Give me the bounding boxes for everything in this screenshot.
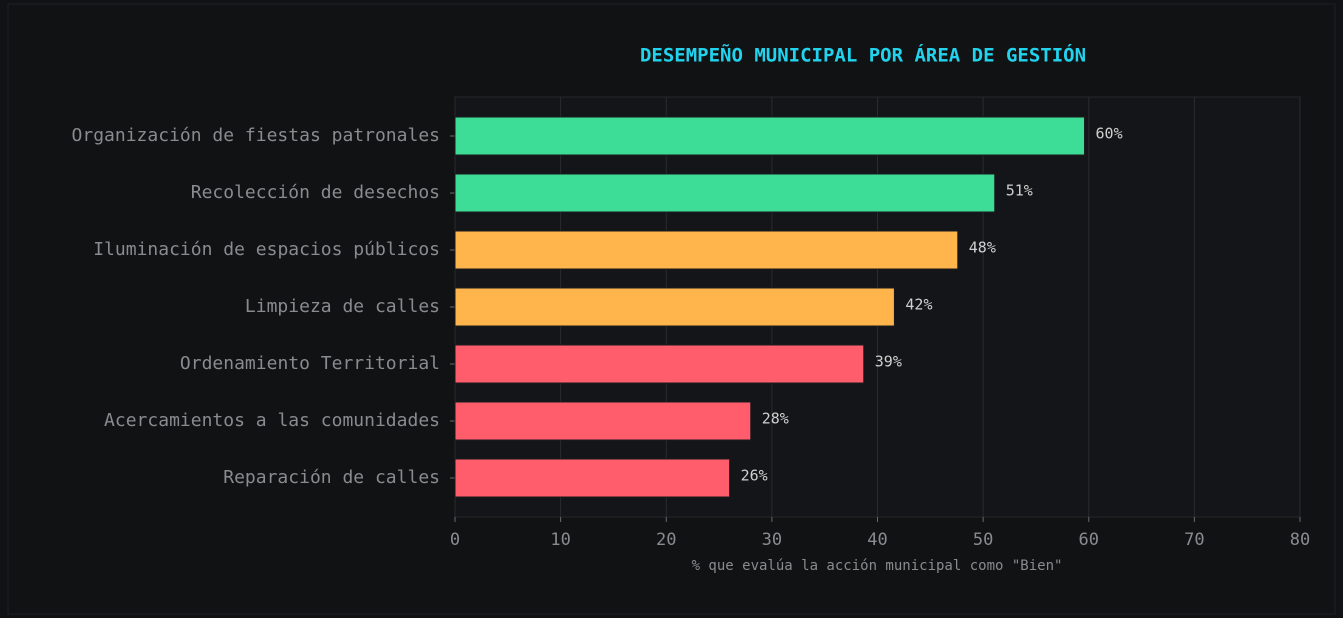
- y-tick-label: Organización de fiestas patronales: [72, 125, 440, 146]
- y-tick-label: Acercamientos a las comunidades: [104, 410, 440, 431]
- y-tick-label: Limpieza de calles: [245, 296, 440, 317]
- value-label: 51%: [1006, 182, 1033, 200]
- bar: [454, 287, 895, 327]
- bar: [454, 344, 865, 384]
- bar: [454, 401, 752, 441]
- x-tick-label: 70: [1184, 530, 1204, 550]
- value-label: 42%: [905, 296, 932, 314]
- bar: [454, 230, 959, 270]
- x-tick-label: 40: [867, 530, 887, 550]
- y-tick-label: Iluminación de espacios públicos: [93, 239, 440, 260]
- value-label: 60%: [1096, 125, 1123, 143]
- y-tick-label: Recolección de desechos: [191, 182, 440, 203]
- bar: [454, 458, 731, 498]
- bar: [454, 173, 996, 213]
- value-label: 48%: [969, 239, 996, 257]
- x-tick-label: 60: [1079, 530, 1099, 550]
- value-label: 26%: [741, 467, 768, 485]
- y-tick-label: Ordenamiento Territorial: [180, 353, 440, 374]
- x-tick-label: 80: [1290, 530, 1310, 550]
- y-tick-label: Reparación de calles: [223, 467, 440, 488]
- x-tick-label: 10: [550, 530, 570, 550]
- x-axis-label: % que evalúa la acción municipal como "B…: [692, 558, 1063, 574]
- value-label: 28%: [762, 410, 789, 428]
- x-tick-label: 0: [450, 530, 460, 550]
- value-label: 39%: [875, 353, 902, 371]
- x-tick-label: 30: [762, 530, 782, 550]
- x-tick-label: 20: [656, 530, 676, 550]
- chart-title: DESEMPEÑO MUNICIPAL POR ÁREA DE GESTIÓN: [640, 43, 1086, 67]
- bar: [454, 116, 1086, 156]
- x-tick-label: 50: [973, 530, 993, 550]
